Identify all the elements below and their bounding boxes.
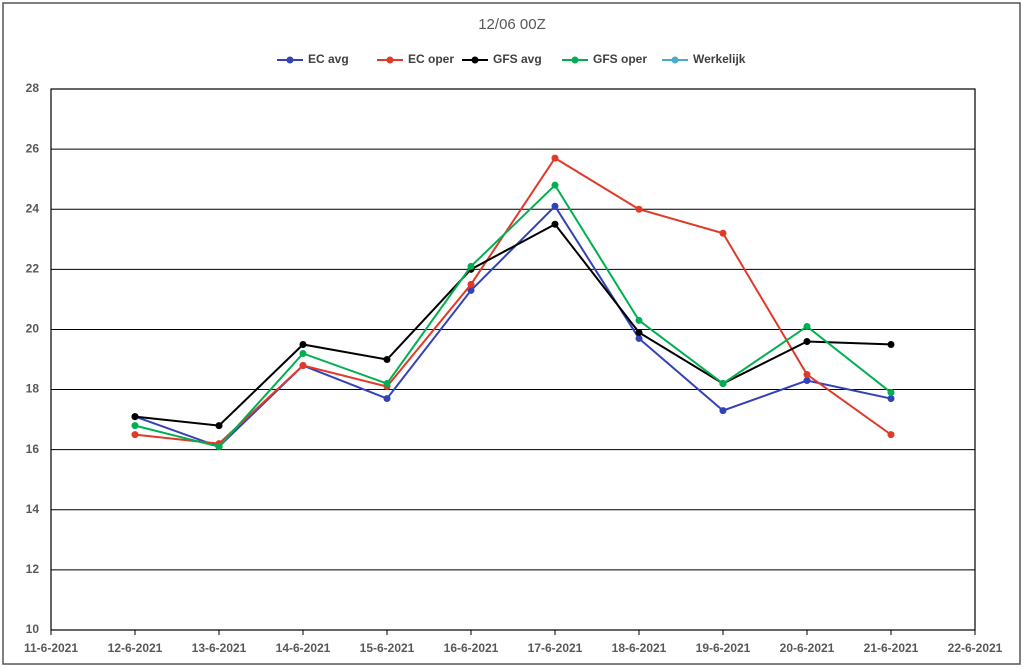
data-point (635, 328, 643, 336)
legend-marker (471, 56, 479, 64)
legend-label: EC avg (308, 52, 349, 66)
data-point (719, 229, 727, 237)
x-tick-label: 19-6-2021 (696, 641, 751, 655)
series-line (134, 204, 892, 448)
legend-label: GFS oper (593, 52, 647, 66)
data-point (635, 316, 643, 324)
y-tick-label: 18 (26, 382, 40, 396)
data-point (635, 205, 643, 213)
data-point (383, 356, 391, 363)
y-tick-label: 26 (26, 141, 40, 155)
data-point (467, 262, 475, 270)
plot-border (50, 88, 976, 631)
data-point (131, 431, 139, 439)
data-point (719, 380, 727, 388)
legend-marker (571, 56, 579, 64)
data-point (383, 395, 391, 403)
data-point (215, 443, 223, 451)
data-point (887, 431, 895, 439)
y-tick-label: 16 (26, 442, 40, 456)
data-point (551, 220, 559, 228)
data-point (299, 340, 307, 348)
series-line (134, 183, 892, 448)
y-tick-label: 22 (26, 262, 40, 276)
data-point (131, 413, 139, 421)
data-point (887, 340, 895, 348)
legend-label: Werkelijk (693, 52, 746, 66)
chart-title: 12/06 00Z (478, 16, 546, 33)
x-tick-label: 12-6-2021 (108, 641, 163, 655)
y-tick-label: 12 (26, 562, 40, 576)
x-tick-label: 15-6-2021 (360, 641, 415, 655)
data-point (551, 181, 559, 189)
x-tick-label: 11-6-2021 (24, 641, 78, 655)
data-point (887, 389, 895, 397)
legend-marker (386, 56, 394, 64)
x-tick-label: 20-6-2021 (780, 641, 835, 655)
legend-marker (286, 56, 294, 64)
x-tick-label: 17-6-2021 (528, 641, 583, 655)
data-point (887, 395, 895, 403)
x-tick-label: 22-6-2021 (948, 641, 1003, 655)
x-tick-label: 18-6-2021 (612, 641, 667, 655)
data-point (803, 337, 811, 345)
data-point (131, 422, 139, 430)
x-tick-label: 21-6-2021 (864, 641, 919, 655)
series-line (134, 222, 892, 427)
data-point (299, 362, 307, 370)
y-tick-label: 28 (26, 81, 40, 95)
data-point (467, 280, 475, 288)
legend-marker (671, 56, 679, 64)
y-tick-label: 10 (26, 622, 40, 636)
data-point (803, 371, 811, 379)
data-point (803, 322, 811, 330)
data-point (215, 422, 223, 430)
legend-label: GFS avg (493, 52, 542, 66)
data-point (299, 349, 307, 357)
legend-label: EC oper (408, 52, 454, 66)
data-point (719, 407, 727, 415)
series-line (134, 156, 892, 445)
x-tick-label: 13-6-2021 (192, 641, 247, 655)
data-point (467, 286, 475, 294)
y-tick-label: 20 (26, 322, 40, 336)
data-point (551, 202, 559, 210)
data-point (383, 380, 391, 388)
data-point (551, 154, 559, 162)
y-tick-label: 24 (26, 201, 40, 215)
data-point (803, 377, 811, 385)
x-tick-label: 14-6-2021 (276, 641, 331, 655)
y-tick-label: 14 (26, 502, 40, 516)
data-point (635, 334, 643, 342)
x-tick-label: 16-6-2021 (444, 641, 499, 655)
